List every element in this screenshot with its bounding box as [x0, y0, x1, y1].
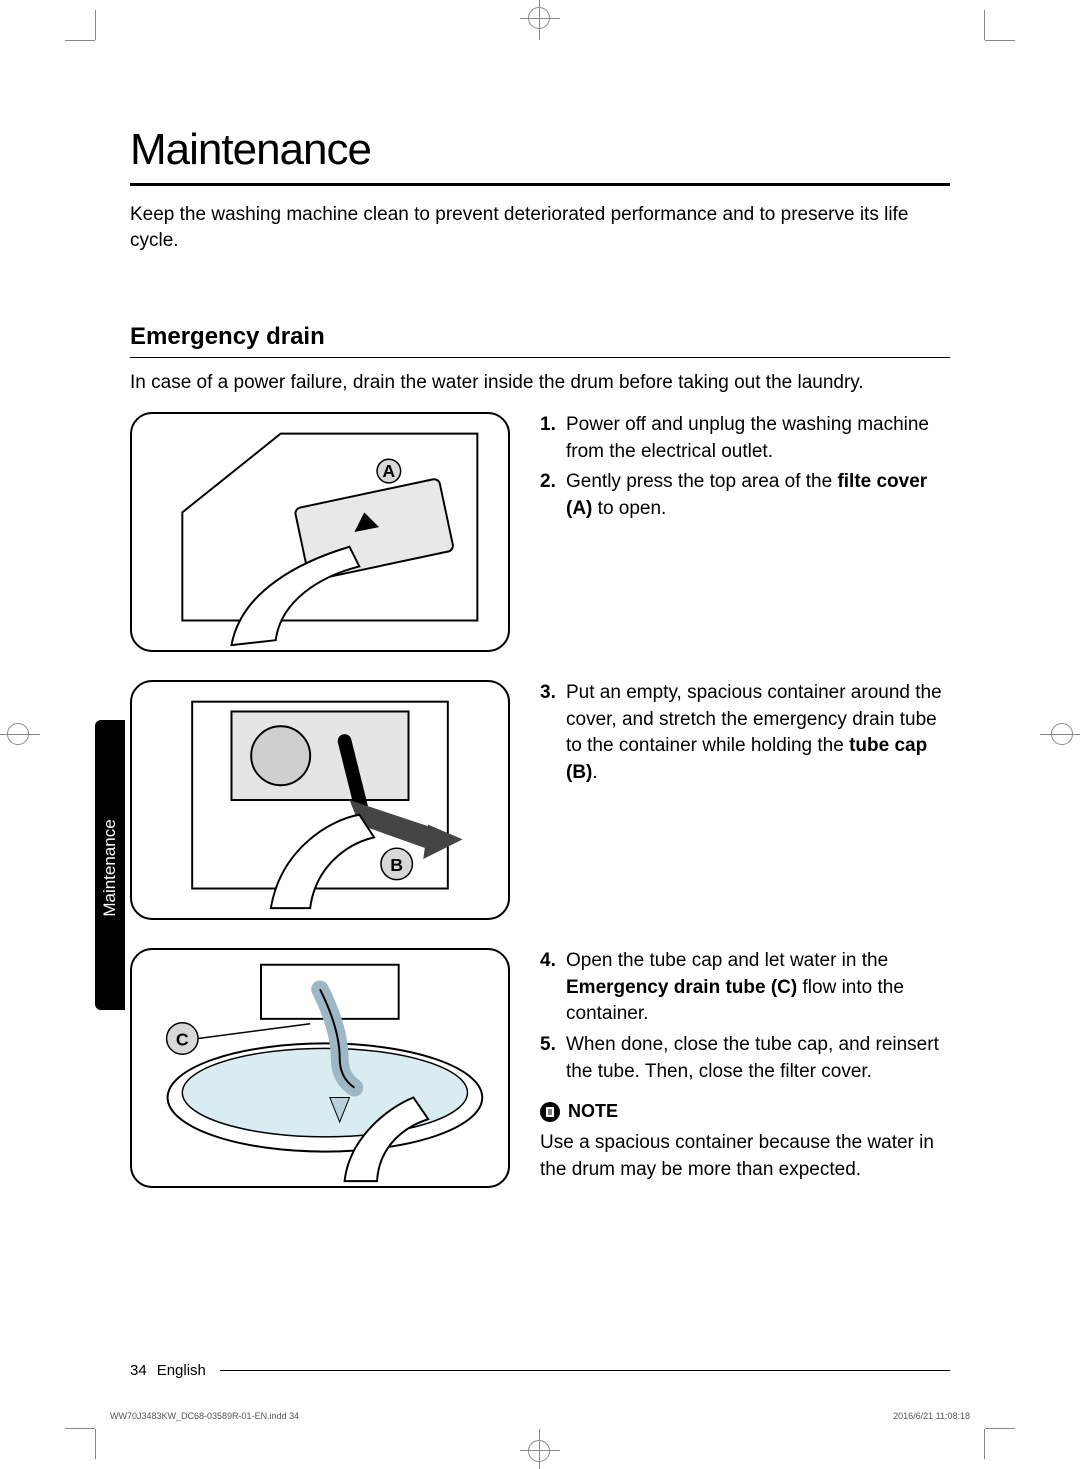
crop-mark — [7, 723, 29, 745]
step-number: 4. — [540, 948, 566, 1028]
step-3: 3. Put an empty, spacious container arou… — [540, 680, 950, 786]
diagram-filter-cover-a: A — [130, 412, 510, 652]
crop-mark — [984, 10, 985, 40]
step-text-block-1: 1. Power off and unplug the washing mach… — [540, 412, 950, 652]
crop-mark — [95, 10, 96, 40]
note-body: Use a spacious container because the wat… — [540, 1130, 950, 1183]
crop-mark — [65, 40, 95, 41]
page-number: 34 — [130, 1362, 147, 1379]
step-5: 5. When done, close the tube cap, and re… — [540, 1032, 950, 1085]
side-tab-label: Maintenance — [100, 818, 120, 918]
page-footer: 34 English — [130, 1362, 950, 1379]
imprint-file: WW70J3483KW_DC68-03589R-01-EN.indd 34 — [110, 1411, 299, 1421]
page-content: Maintenance Keep the washing machine cle… — [130, 125, 950, 1216]
step-4: 4. Open the tube cap and let water in th… — [540, 948, 950, 1028]
note-icon — [540, 1102, 560, 1122]
step-block-3: C 4. Open the tube cap and let water in … — [130, 948, 950, 1188]
crop-mark — [984, 1429, 985, 1459]
step-block-1: A 1. Power off and unplug the washing ma… — [130, 412, 950, 652]
crop-mark — [65, 1428, 95, 1429]
step-2: 2. Gently press the top area of the filt… — [540, 469, 950, 522]
section-title: Emergency drain — [130, 323, 950, 358]
step-text-block-2: 3. Put an empty, spacious container arou… — [540, 680, 950, 920]
step-number: 5. — [540, 1032, 566, 1085]
section-side-tab: Maintenance — [95, 720, 125, 1010]
note-heading: NOTE — [540, 1099, 950, 1124]
imprint-line: WW70J3483KW_DC68-03589R-01-EN.indd 34 20… — [0, 1411, 1080, 1421]
step-text: When done, close the tube cap, and reins… — [566, 1032, 950, 1085]
diagram-drain-tube-c: C — [130, 948, 510, 1188]
diagram-label-b: B — [390, 855, 403, 875]
step-number: 1. — [540, 412, 566, 465]
step-1: 1. Power off and unplug the washing mach… — [540, 412, 950, 465]
diagram-label-a: A — [382, 461, 395, 481]
step-text-block-3: 4. Open the tube cap and let water in th… — [540, 948, 950, 1188]
crop-mark — [528, 1440, 550, 1462]
footer-rule — [220, 1370, 950, 1371]
section-intro: In case of a power failure, drain the wa… — [130, 372, 950, 394]
note-label: NOTE — [568, 1099, 618, 1124]
crop-mark — [1051, 723, 1073, 745]
page-title: Maintenance — [130, 125, 950, 186]
step-block-2: B 3. Put an empty, spacious container ar… — [130, 680, 950, 920]
step-number: 3. — [540, 680, 566, 786]
step-number: 2. — [540, 469, 566, 522]
page-intro: Keep the washing machine clean to preven… — [130, 202, 950, 253]
crop-mark — [985, 40, 1015, 41]
diagram-tube-cap-b: B — [130, 680, 510, 920]
step-text: Open the tube cap and let water in the E… — [566, 948, 950, 1028]
step-text: Power off and unplug the washing machine… — [566, 412, 950, 465]
crop-mark — [95, 1429, 96, 1459]
step-text: Put an empty, spacious container around … — [566, 680, 950, 786]
imprint-timestamp: 2016/6/21 11:08:18 — [893, 1411, 970, 1421]
page-language: English — [157, 1362, 206, 1379]
crop-mark — [528, 7, 550, 29]
crop-mark — [985, 1428, 1015, 1429]
step-text: Gently press the top area of the filte c… — [566, 469, 950, 522]
diagram-label-c: C — [176, 1030, 189, 1050]
